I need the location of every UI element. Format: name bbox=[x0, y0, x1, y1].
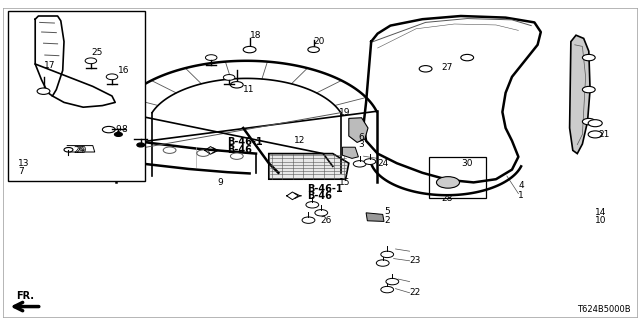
Text: B-46: B-46 bbox=[307, 191, 332, 201]
Text: B-46-1: B-46-1 bbox=[307, 184, 343, 194]
Text: 9: 9 bbox=[116, 125, 121, 134]
Text: 16: 16 bbox=[118, 66, 130, 75]
Circle shape bbox=[364, 159, 376, 164]
Circle shape bbox=[461, 54, 474, 61]
Polygon shape bbox=[366, 213, 384, 221]
Text: 15: 15 bbox=[339, 178, 351, 187]
Bar bbox=[429, 157, 486, 198]
Circle shape bbox=[115, 132, 122, 136]
Text: 7: 7 bbox=[18, 167, 24, 176]
Polygon shape bbox=[269, 154, 349, 179]
Circle shape bbox=[419, 66, 432, 72]
Text: 13: 13 bbox=[18, 159, 29, 168]
Text: 25: 25 bbox=[91, 48, 102, 57]
Circle shape bbox=[588, 131, 602, 138]
Circle shape bbox=[386, 278, 399, 285]
Circle shape bbox=[129, 144, 143, 150]
Circle shape bbox=[302, 217, 315, 223]
Text: 29: 29 bbox=[76, 146, 87, 155]
Text: 2: 2 bbox=[384, 216, 390, 225]
Text: 12: 12 bbox=[294, 136, 306, 145]
Circle shape bbox=[137, 143, 145, 147]
Circle shape bbox=[376, 260, 389, 266]
Text: 8: 8 bbox=[122, 125, 127, 134]
Text: 14: 14 bbox=[595, 208, 607, 217]
Text: 4: 4 bbox=[518, 181, 524, 190]
Circle shape bbox=[315, 210, 328, 216]
Circle shape bbox=[230, 82, 243, 88]
Circle shape bbox=[353, 161, 366, 167]
Text: 1: 1 bbox=[518, 191, 524, 200]
Circle shape bbox=[381, 251, 394, 258]
Circle shape bbox=[63, 138, 76, 144]
Circle shape bbox=[306, 202, 319, 208]
Circle shape bbox=[102, 126, 115, 133]
Text: 30: 30 bbox=[461, 159, 472, 168]
Circle shape bbox=[308, 47, 319, 52]
Text: FR.: FR. bbox=[17, 291, 35, 301]
Text: T624B5000B: T624B5000B bbox=[577, 305, 630, 314]
Circle shape bbox=[85, 58, 97, 64]
Text: 22: 22 bbox=[410, 288, 421, 297]
Circle shape bbox=[96, 141, 109, 148]
Bar bbox=[8, 11, 145, 181]
Text: 11: 11 bbox=[243, 85, 255, 94]
Text: 10: 10 bbox=[595, 216, 607, 225]
Circle shape bbox=[205, 55, 217, 60]
Circle shape bbox=[64, 148, 73, 152]
Text: 20: 20 bbox=[314, 37, 325, 46]
Circle shape bbox=[582, 54, 595, 61]
Text: 3: 3 bbox=[358, 140, 364, 148]
Text: 27: 27 bbox=[442, 63, 453, 72]
Polygon shape bbox=[570, 35, 590, 154]
Text: 29: 29 bbox=[74, 146, 85, 155]
Circle shape bbox=[29, 135, 42, 141]
Circle shape bbox=[381, 286, 394, 293]
Circle shape bbox=[582, 86, 595, 93]
Text: 18: 18 bbox=[250, 31, 261, 40]
Text: B-46-1: B-46-1 bbox=[227, 137, 263, 148]
Text: 23: 23 bbox=[410, 256, 421, 265]
Circle shape bbox=[243, 46, 256, 53]
Circle shape bbox=[230, 153, 243, 159]
Text: 19: 19 bbox=[339, 108, 351, 116]
Circle shape bbox=[223, 75, 235, 80]
Text: 28: 28 bbox=[442, 194, 453, 203]
Text: 17: 17 bbox=[44, 61, 55, 70]
Polygon shape bbox=[342, 147, 358, 158]
Polygon shape bbox=[349, 118, 368, 142]
Circle shape bbox=[197, 150, 210, 156]
Text: 9: 9 bbox=[218, 178, 223, 187]
Circle shape bbox=[37, 88, 50, 94]
Circle shape bbox=[582, 118, 595, 125]
Circle shape bbox=[588, 120, 602, 127]
Text: 5: 5 bbox=[384, 207, 390, 216]
Circle shape bbox=[436, 177, 460, 188]
Text: B-46: B-46 bbox=[227, 145, 252, 156]
Text: 26: 26 bbox=[320, 216, 332, 225]
Text: 24: 24 bbox=[378, 159, 389, 168]
Text: 6: 6 bbox=[358, 133, 364, 142]
Circle shape bbox=[163, 147, 176, 153]
Circle shape bbox=[106, 74, 118, 80]
Text: 21: 21 bbox=[598, 130, 610, 139]
